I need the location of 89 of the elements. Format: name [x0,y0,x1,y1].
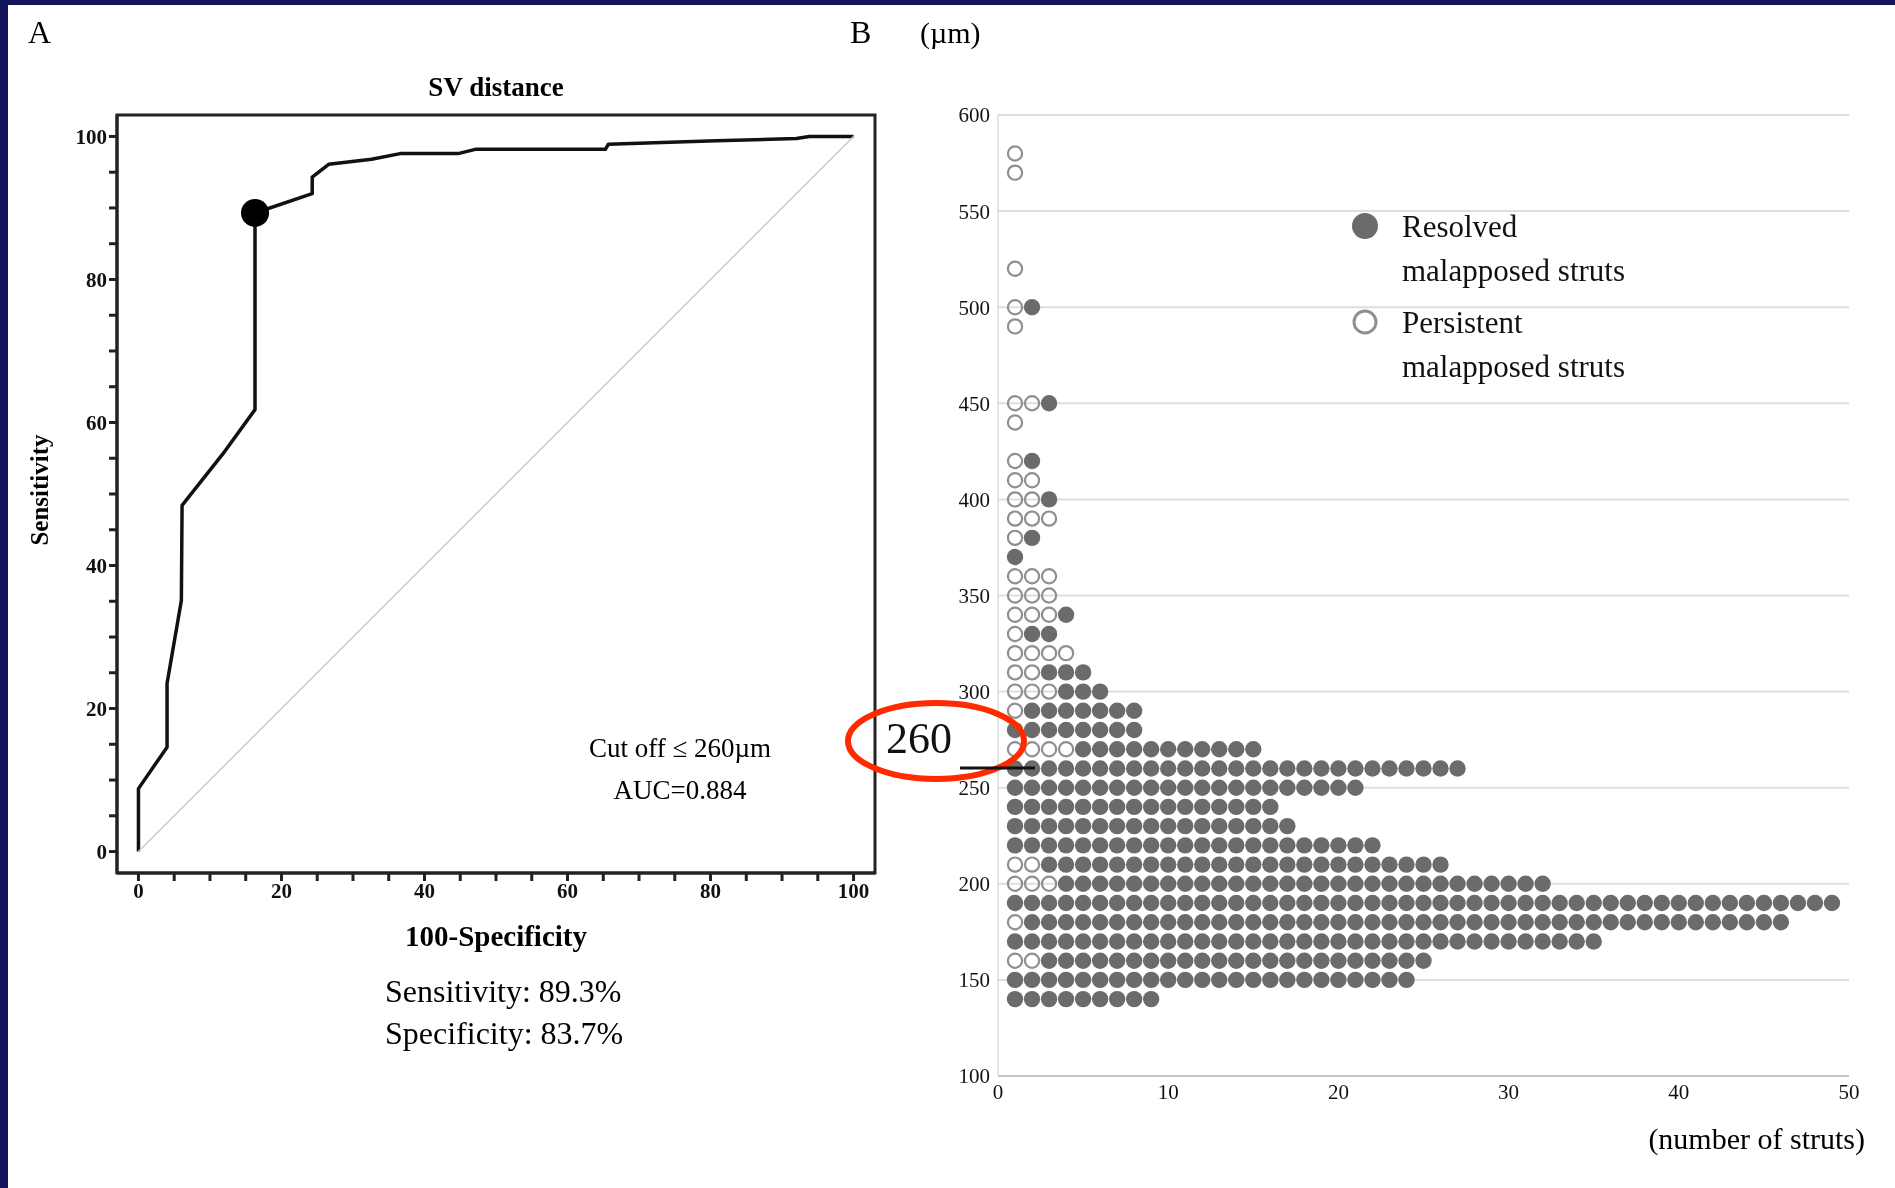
legend-label: Persistent malapposed struts [1402,304,1626,386]
point [1023,683,1041,700]
point [1006,644,1024,662]
point [1006,145,1024,162]
point [1006,164,1024,181]
point [1006,664,1024,681]
point [1006,471,1024,489]
point [1040,875,1058,892]
point [1023,741,1041,758]
text: A [28,14,52,51]
x-tick-label: 40 [1668,1079,1690,1104]
x-tick-label: 10 [1157,1079,1179,1104]
point [1006,491,1024,508]
point [1023,664,1041,681]
y-tick-label: 150 [958,968,990,993]
point [1006,856,1024,873]
chart-title: SV distance [427,72,565,103]
point [1023,395,1041,412]
point [1057,644,1075,662]
point [1040,568,1058,585]
y-tick-label: 550 [958,199,990,224]
point [1006,452,1024,470]
point [1006,260,1024,277]
point [1023,644,1041,662]
point [1023,568,1041,585]
x-tick-label: 80 [700,878,722,903]
y-tick-label: 0 [96,840,107,864]
point [1006,606,1024,623]
y-tick-label: 80 [86,267,107,292]
x-axis-title: 100-Specificity [404,920,588,953]
point [1006,952,1024,969]
x-tick-label: 60 [557,878,579,903]
point [1023,606,1041,623]
y-tick-label: 450 [958,391,990,416]
point [1057,741,1075,758]
point [1023,856,1041,873]
y-tick-label: 350 [958,583,990,608]
point [1006,414,1024,431]
point [1006,395,1024,412]
point [1006,299,1024,316]
point [1023,952,1041,969]
point [1023,587,1041,604]
y-tick-label: 60 [86,410,107,435]
legend-label: Resolved malapposed struts [1402,208,1626,290]
annotation: AUC=0.884 [612,774,748,807]
x-tick-label: 0 [133,878,144,903]
point [1006,625,1024,643]
x-axis-title: (number of struts) [1648,1122,1865,1156]
text: B [850,14,872,51]
y-tick-label: 500 [958,295,990,320]
text: Sensitivity: 89.3% [385,972,623,1011]
point [1006,568,1024,585]
y-tick-label: 600 [958,103,990,128]
x-tick-label: 100 [837,878,870,903]
point [1023,510,1041,527]
y-tick-label: 40 [86,553,107,578]
point [1040,587,1058,604]
y-tick-label: 250 [958,776,990,801]
point [1006,683,1024,700]
point [1006,318,1024,335]
point [1006,510,1024,527]
point [1040,741,1058,758]
ref-line-label: 260 [886,713,952,766]
y-tick-label: 400 [958,487,990,512]
point [1006,914,1024,931]
point [1040,510,1058,527]
y-tick-label: 100 [75,124,107,149]
y-tick-label: 200 [958,872,990,897]
point [1023,875,1041,892]
y-tick-label: 20 [86,696,107,721]
point [1040,606,1058,623]
point [1006,587,1024,604]
x-tick-label: 50 [1838,1079,1860,1104]
annotation: Cut off ≤ 260µm [587,732,773,765]
point [1040,683,1058,700]
y-axis-title: (µm) [920,16,981,50]
point [1006,702,1024,720]
point [1040,644,1058,662]
x-tick-label: 20 [1327,1079,1349,1104]
point [1006,529,1024,547]
x-tick-label: 20 [270,878,292,903]
x-tick-label: 30 [1498,1079,1520,1104]
point [1023,471,1041,489]
point [1023,491,1041,508]
point [1006,875,1024,892]
y-axis-title: Sensitivity [26,434,54,546]
text: Specificity: 83.7% [385,1014,624,1053]
y-tick-label: 300 [958,680,990,705]
x-tick-label: 40 [413,878,435,903]
